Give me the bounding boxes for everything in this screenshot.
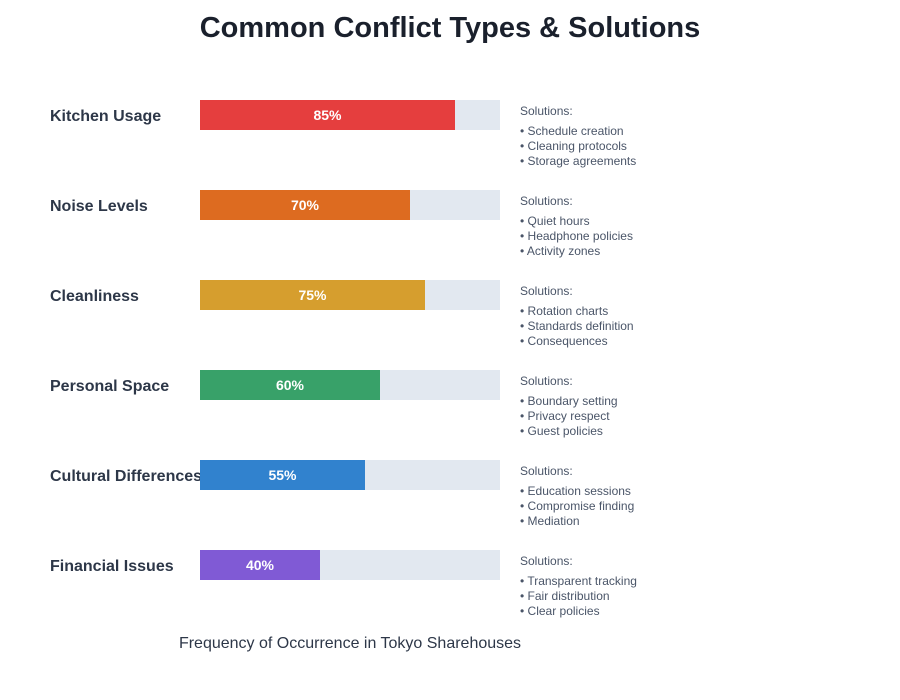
- category-label: Cultural Differences: [50, 468, 202, 485]
- solution-item: • Activity zones: [520, 244, 600, 258]
- solution-item: • Quiet hours: [520, 214, 590, 228]
- data-label: 55%: [268, 467, 297, 483]
- category-label: Cleanliness: [50, 288, 139, 305]
- data-label: 70%: [291, 197, 320, 213]
- bar: [200, 100, 455, 130]
- solutions-heading: Solutions:: [520, 194, 573, 208]
- solution-item: • Privacy respect: [520, 409, 610, 423]
- category-label: Financial Issues: [50, 558, 174, 575]
- bar: [200, 550, 320, 580]
- solution-item: • Standards definition: [520, 319, 634, 333]
- solution-item: • Education sessions: [520, 484, 631, 498]
- category-label: Noise Levels: [50, 198, 148, 215]
- solution-item: • Schedule creation: [520, 124, 624, 138]
- solution-item: • Transparent tracking: [520, 574, 637, 588]
- solution-item: • Cleaning protocols: [520, 139, 627, 153]
- data-label: 75%: [298, 287, 327, 303]
- solution-item: • Rotation charts: [520, 304, 608, 318]
- category-label: Personal Space: [50, 378, 169, 395]
- solution-item: • Storage agreements: [520, 154, 636, 168]
- solutions-heading: Solutions:: [520, 374, 573, 388]
- solution-item: • Consequences: [520, 334, 608, 348]
- data-label: 85%: [313, 107, 342, 123]
- solutions-heading: Solutions:: [520, 104, 573, 118]
- solution-item: • Clear policies: [520, 604, 600, 618]
- data-label: 60%: [276, 377, 305, 393]
- bar: [200, 460, 365, 490]
- solutions-heading: Solutions:: [520, 284, 573, 298]
- solution-item: • Mediation: [520, 514, 580, 528]
- x-axis-label: Frequency of Occurrence in Tokyo Shareho…: [178, 635, 522, 652]
- solution-item: • Compromise finding: [520, 499, 634, 513]
- solution-item: • Guest policies: [520, 424, 603, 438]
- data-label: 40%: [246, 557, 275, 573]
- solution-item: • Fair distribution: [520, 589, 610, 603]
- bar: [200, 190, 410, 220]
- bar: [200, 280, 425, 310]
- solutions-heading: Solutions:: [520, 554, 573, 568]
- bar: [200, 370, 380, 400]
- solution-item: • Boundary setting: [520, 394, 618, 408]
- solutions-heading: Solutions:: [520, 464, 573, 478]
- chart-title: Common Conflict Types & Solutions: [199, 12, 701, 44]
- solution-item: • Headphone policies: [520, 229, 633, 243]
- category-label: Kitchen Usage: [50, 108, 161, 125]
